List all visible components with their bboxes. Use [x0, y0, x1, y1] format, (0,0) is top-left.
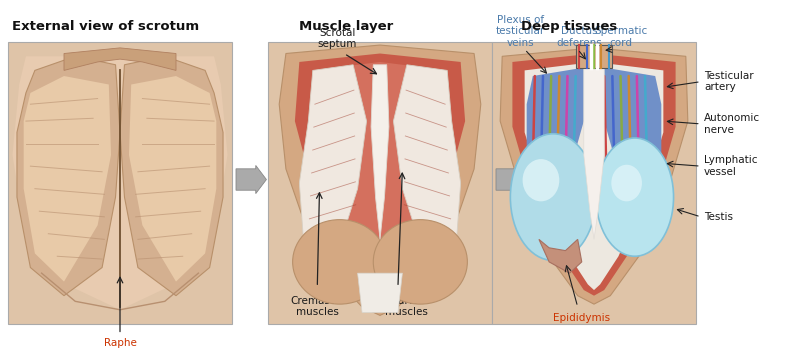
Text: Muscle layer: Muscle layer	[299, 20, 394, 33]
Text: Epididymis: Epididymis	[553, 313, 610, 322]
Polygon shape	[236, 165, 266, 194]
Ellipse shape	[596, 138, 674, 256]
Text: Scrotal
septum: Scrotal septum	[318, 28, 357, 49]
Text: External view of scrotum: External view of scrotum	[12, 20, 199, 33]
Polygon shape	[604, 68, 662, 200]
Polygon shape	[279, 45, 481, 315]
Text: Cremaster
muscles: Cremaster muscles	[290, 296, 345, 317]
Polygon shape	[358, 273, 402, 313]
Polygon shape	[64, 48, 176, 70]
Text: Raphe: Raphe	[103, 338, 137, 348]
Polygon shape	[17, 56, 120, 296]
Polygon shape	[584, 65, 604, 239]
Text: Autonomic
nerve: Autonomic nerve	[704, 113, 760, 135]
Polygon shape	[525, 62, 663, 290]
Text: Plexus of
testicular
veins: Plexus of testicular veins	[496, 15, 545, 48]
Ellipse shape	[510, 134, 596, 260]
Text: Testis: Testis	[704, 212, 733, 222]
Polygon shape	[24, 76, 111, 282]
FancyBboxPatch shape	[576, 45, 612, 68]
Polygon shape	[308, 62, 452, 296]
Polygon shape	[526, 68, 584, 200]
Polygon shape	[496, 165, 526, 194]
Text: Ductus
deferens: Ductus deferens	[557, 26, 602, 48]
Ellipse shape	[522, 159, 559, 201]
Polygon shape	[8, 42, 232, 324]
Ellipse shape	[611, 165, 642, 201]
Polygon shape	[299, 65, 366, 279]
Polygon shape	[500, 48, 688, 304]
Polygon shape	[371, 65, 389, 239]
Text: Deep tissues: Deep tissues	[522, 20, 618, 33]
Polygon shape	[268, 42, 492, 324]
Polygon shape	[120, 56, 223, 296]
Text: Dartos
muscles: Dartos muscles	[386, 296, 428, 317]
Text: Lymphatic
vessel: Lymphatic vessel	[704, 155, 758, 177]
Polygon shape	[492, 42, 696, 324]
Polygon shape	[539, 239, 582, 273]
Polygon shape	[512, 54, 675, 296]
Polygon shape	[13, 56, 227, 310]
Polygon shape	[129, 76, 216, 282]
Text: Spermatic
cord: Spermatic cord	[594, 26, 647, 48]
Polygon shape	[394, 65, 461, 279]
Ellipse shape	[293, 220, 386, 304]
Ellipse shape	[374, 220, 467, 304]
Text: Testicular
artery: Testicular artery	[704, 71, 754, 93]
Polygon shape	[295, 54, 465, 304]
